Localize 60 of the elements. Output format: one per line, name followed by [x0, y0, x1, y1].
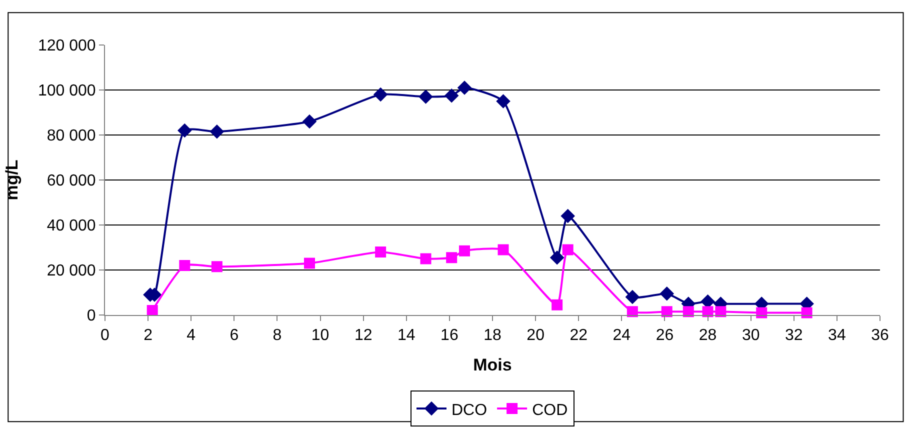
x-tick-label: 20: [526, 327, 545, 344]
x-tick-label: 6: [230, 327, 239, 344]
x-tick-label: 22: [570, 327, 588, 344]
point: [682, 306, 694, 318]
point: [498, 244, 509, 256]
x-tick-label: 26: [656, 327, 674, 344]
x-tick-label: 14: [397, 327, 416, 344]
point: [210, 124, 224, 139]
x-tick-label: 2: [144, 327, 153, 344]
point: [702, 306, 714, 318]
y-axis-title: mg/L: [2, 160, 22, 200]
y-tick-label: 20 000: [46, 262, 96, 280]
point: [459, 245, 470, 256]
x-tick-label: 16: [440, 327, 458, 344]
point: [626, 306, 638, 318]
point: [661, 306, 672, 318]
point: [179, 260, 190, 271]
point: [496, 94, 510, 108]
x-tick-label: 0: [100, 327, 110, 344]
x-tick-label: 30: [742, 327, 760, 344]
point: [801, 307, 812, 318]
legend-label: DCO: [452, 402, 488, 419]
point: [756, 307, 768, 318]
point: [420, 253, 432, 264]
point: [660, 286, 674, 301]
y-tick-label: 0: [86, 308, 96, 325]
x-axis-title: Mois: [473, 356, 512, 375]
x-tick-label: 34: [828, 327, 846, 344]
y-tick-label: 120 000: [38, 38, 96, 55]
point: [550, 250, 564, 265]
y-tick-label: 40 000: [46, 218, 96, 235]
y-tick-label: 60 000: [46, 172, 96, 190]
point: [375, 246, 386, 258]
point: [211, 261, 222, 272]
point: [625, 290, 640, 304]
x-tick-label: 18: [484, 327, 502, 344]
x-tick-label: 4: [186, 327, 196, 344]
point: [444, 88, 459, 103]
y-tick-label: 80 000: [46, 128, 96, 145]
point: [302, 114, 317, 129]
x-tick-label: 10: [311, 327, 330, 344]
y-tick-label: 100 000: [38, 82, 96, 100]
point: [304, 258, 316, 269]
point: [146, 305, 158, 316]
x-tick-label: 32: [784, 327, 803, 344]
point: [457, 80, 472, 95]
x-tick-label: 8: [272, 327, 282, 344]
x-tick-label: 12: [354, 327, 372, 344]
x-tick-label: 36: [871, 327, 889, 344]
point: [560, 208, 575, 224]
legend-label: COD: [532, 402, 568, 419]
point: [562, 244, 574, 256]
x-tick-label: 28: [698, 327, 717, 344]
point: [715, 306, 726, 318]
point: [552, 299, 563, 310]
point: [178, 123, 192, 138]
x-tick-label: 24: [612, 327, 631, 344]
point: [446, 252, 458, 264]
point: [418, 90, 433, 104]
point: [373, 87, 388, 102]
